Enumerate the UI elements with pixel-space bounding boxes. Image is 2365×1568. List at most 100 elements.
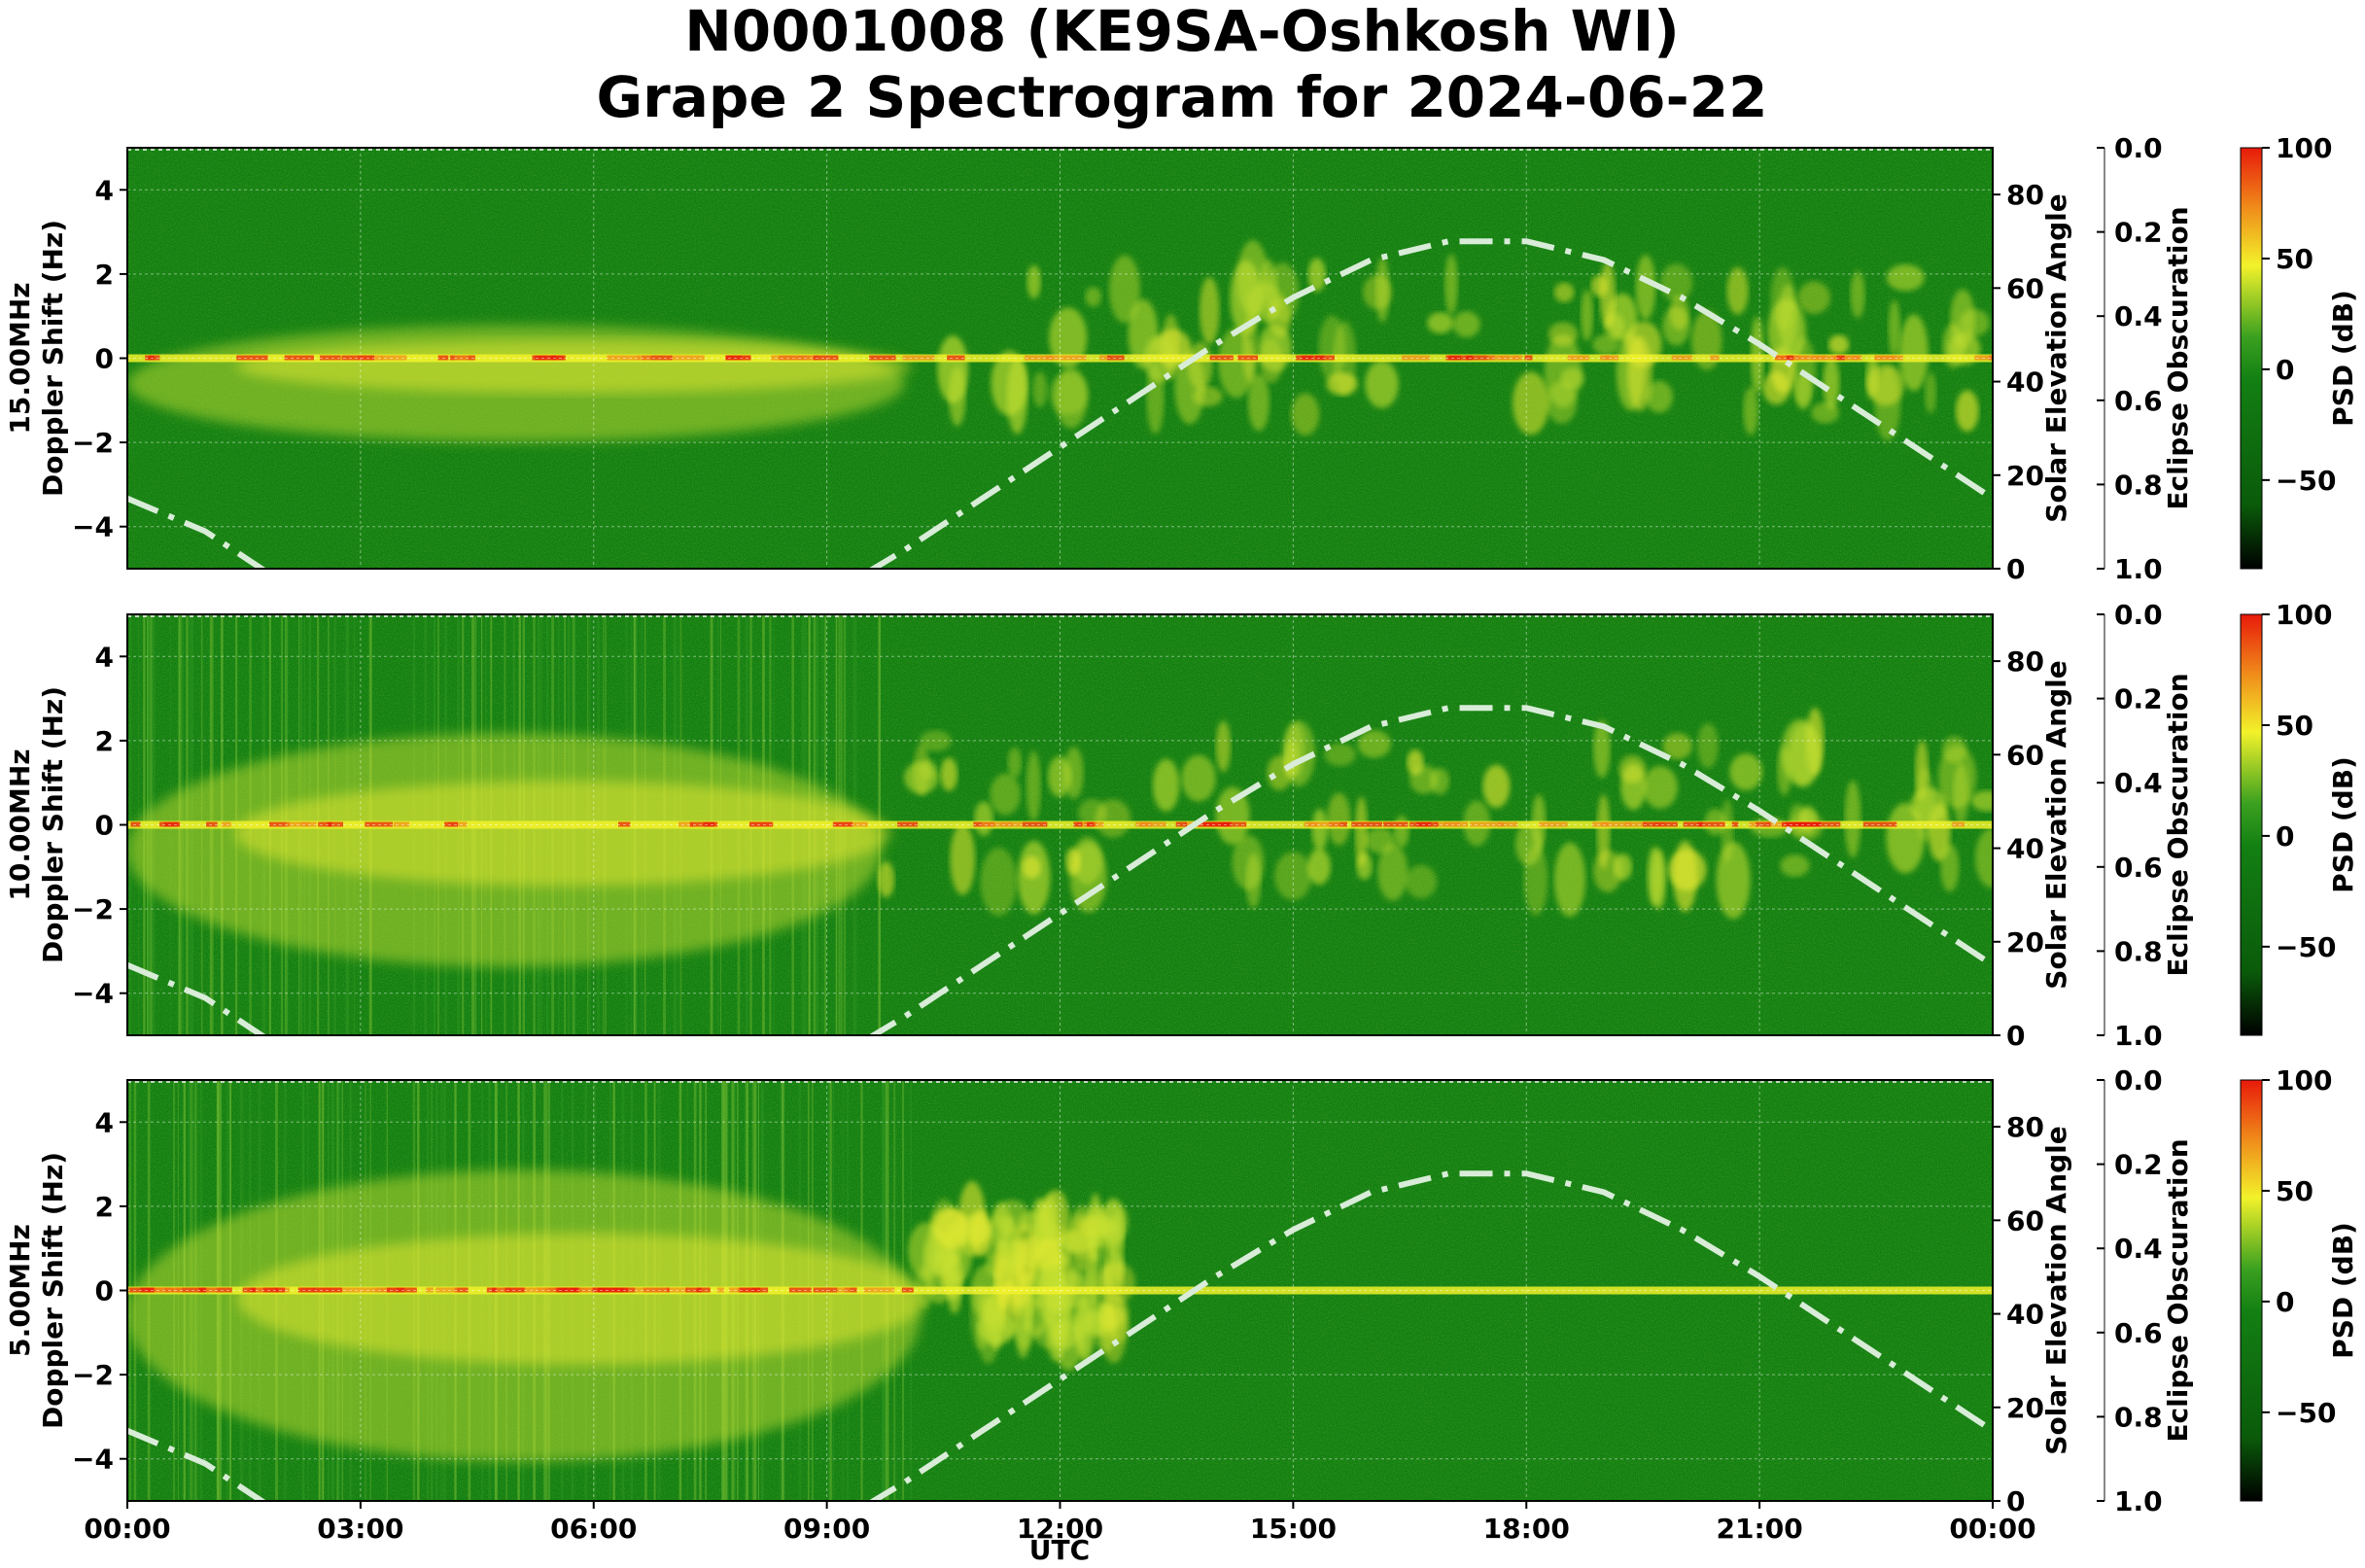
day-activity: [1098, 1202, 1129, 1243]
eclipse-tick-label: 0.0: [2114, 1064, 2163, 1097]
day-activity: [950, 823, 976, 895]
eclipse-tick-label: 1.0: [2114, 1485, 2163, 1517]
carrier-hot: [1683, 821, 1703, 827]
day-activity: [1669, 295, 1689, 331]
day-activity: [970, 1285, 992, 1350]
solar-tick-label: 0: [2006, 1485, 2025, 1517]
carrier-hot: [1775, 355, 1787, 361]
grid-0: [127, 148, 1993, 569]
solar-tick-label: 40: [2006, 833, 2044, 865]
solar-axis-label: Solar Elevation Angle: [2040, 193, 2072, 522]
carrier-hot: [242, 1287, 257, 1293]
carrier-hot: [320, 355, 341, 361]
y-tick-label: 4: [95, 641, 114, 673]
day-activity: [1032, 371, 1048, 408]
day-activity: [1065, 1263, 1098, 1337]
day-activity: [969, 1208, 992, 1257]
day-activity: [1409, 764, 1439, 794]
carrier-hot: [716, 1287, 724, 1293]
carrier-hot: [617, 821, 631, 827]
carrier-hot: [1601, 821, 1632, 827]
carrier-hot: [1445, 355, 1474, 361]
day-activity: [949, 366, 966, 427]
day-activity: [1199, 277, 1220, 345]
solar-tick-label: 60: [2006, 272, 2044, 304]
carrier-hot: [156, 1287, 183, 1293]
day-activity: [1915, 767, 1935, 843]
solar-tick-label: 80: [2006, 1111, 2044, 1143]
day-activity: [1560, 367, 1585, 390]
day-activity: [1596, 793, 1611, 869]
carrier-hot: [947, 355, 965, 361]
day-activity: [1394, 816, 1409, 848]
solar-tick-label: 20: [2006, 460, 2044, 492]
day-activity: [1307, 849, 1331, 886]
day-activity: [1065, 848, 1081, 876]
carrier-hot: [901, 1287, 914, 1293]
carrier-hot: [222, 821, 231, 827]
day-activity: [1673, 840, 1697, 912]
carrier-hot: [297, 1287, 315, 1293]
day-activity: [1365, 360, 1399, 408]
day-activity: [1246, 283, 1284, 321]
day-activity: [1647, 846, 1664, 907]
grid-2: [127, 1080, 1993, 1501]
x-tick-label: 06:00: [550, 1513, 637, 1545]
day-activity: [1444, 254, 1458, 315]
panel-2: 420−2−45.00MHzDoppler Shift (Hz)80604020…: [4, 1064, 2359, 1517]
day-activity: [974, 801, 993, 836]
spectrogram-image-2: [127, 1080, 1993, 1501]
y-tick-label: 2: [95, 259, 114, 291]
day-activity: [1844, 780, 1861, 858]
day-activity: [1307, 258, 1326, 293]
x-tick-label: 18:00: [1483, 1513, 1570, 1545]
day-activity: [920, 730, 952, 752]
day-activity: [1697, 722, 1719, 769]
spectrogram-image-0: [127, 148, 1993, 569]
carrier-hot: [426, 1287, 434, 1293]
carrier-band: [127, 1286, 1993, 1295]
eclipse-tick-label: 0.6: [2114, 852, 2163, 884]
grid-1: [127, 614, 1993, 1035]
carrier-hot: [844, 1287, 857, 1293]
carrier-hot: [1794, 355, 1827, 361]
colorbar-label: PSD (dB): [2327, 1222, 2359, 1359]
solar-axis-label: Solar Elevation Angle: [2040, 1126, 2072, 1454]
carrier-hot: [148, 355, 155, 361]
carrier-hot: [1487, 355, 1509, 361]
day-activity: [1789, 803, 1808, 836]
solar-tick-label: 40: [2006, 1299, 2044, 1331]
colorbar-tick-label: 100: [2276, 132, 2332, 164]
carrier-hot: [455, 355, 469, 361]
y-axis-label: 10.00MHzDoppler Shift (Hz): [4, 686, 69, 963]
carrier-hot: [537, 1287, 549, 1293]
eclipse-tick-label: 0.6: [2114, 1317, 2163, 1349]
day-activity: [980, 847, 1018, 917]
day-activity: [1357, 730, 1391, 758]
carrier-hot: [1223, 821, 1247, 827]
carrier-hot: [771, 355, 798, 361]
y-axis-label-doppler: Doppler Shift (Hz): [37, 220, 69, 497]
day-activity: [1324, 743, 1356, 767]
colorbar-tick-label: −50: [2276, 931, 2336, 963]
carrier-hot: [300, 821, 310, 827]
carrier-hot: [642, 355, 673, 361]
day-activity: [1599, 261, 1616, 330]
carrier-hot: [1087, 821, 1095, 827]
carrier-hot: [496, 1287, 513, 1293]
y-tick-label: −4: [72, 1444, 114, 1476]
carrier-hot: [635, 1287, 668, 1293]
day-activity: [1026, 264, 1041, 299]
day-activity: [1645, 380, 1673, 413]
day-activity: [1940, 843, 1960, 892]
figure-title-line2: Grape 2 Spectrogram for 2024-06-22: [597, 64, 1768, 130]
day-activity: [1850, 271, 1865, 319]
carrier-hot: [832, 821, 852, 827]
carrier-hot: [1443, 821, 1469, 827]
carrier-hot: [813, 355, 839, 361]
carrier-hot: [1315, 355, 1335, 361]
y-tick-label: −4: [72, 978, 114, 1010]
colorbar-tick-label: 50: [2276, 710, 2313, 742]
day-activity: [1258, 324, 1292, 372]
y-axis-label-doppler: Doppler Shift (Hz): [37, 686, 69, 963]
